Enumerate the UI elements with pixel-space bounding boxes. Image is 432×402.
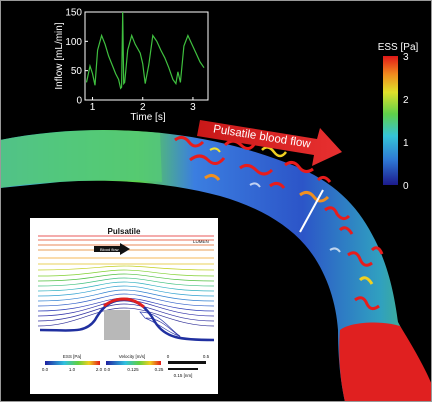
vessel-green-proximal xyxy=(0,130,162,188)
chart-y-tick-label: 0 xyxy=(76,96,82,107)
inset-velocity-legend-bar xyxy=(106,361,161,365)
ess-colorbar: ESS [Pa] 3 2 1 0 xyxy=(378,42,419,192)
inset-scale-bar-top xyxy=(168,361,206,364)
chart-y-ticks: 0 50 100 150 xyxy=(65,8,88,107)
colorbar-gradient xyxy=(383,56,398,185)
inset-velocity-tick-1: 0.125 xyxy=(127,367,139,372)
inset-scale: 0 0.5 0.15 [nm] xyxy=(167,354,210,378)
vessel-body xyxy=(0,130,432,402)
chart-x-tick-label: 3 xyxy=(190,102,196,113)
inset-velocity-tick-0: 0.0 xyxy=(104,367,111,372)
inset-scale-tick-0: 0 xyxy=(167,354,170,359)
chart-y-tick-label: 50 xyxy=(71,66,83,77)
colorbar-title: ESS [Pa] xyxy=(378,42,419,53)
vessel-ess-speckles xyxy=(174,135,384,311)
inflow-chart: 0 50 100 150 1 2 3 Inflow [mL/min] Time [s] xyxy=(54,8,209,123)
chart-y-axis-label: Inflow [mL/min] xyxy=(54,22,65,89)
inset-plaque xyxy=(104,310,130,340)
chart-axes-frame xyxy=(84,11,209,101)
inset-streamlines xyxy=(37,235,215,339)
chart-x-tick-label: 2 xyxy=(140,102,146,113)
chart-y-tick-label: 150 xyxy=(65,8,82,19)
inset-flow-label: Blood flow xyxy=(100,247,119,252)
chart-x-tick-label: 1 xyxy=(90,102,96,113)
vessel-surface xyxy=(0,130,432,402)
inset-velocity-tick-2: 0.25 xyxy=(155,367,164,372)
inset-ess-legend-title: ESS [Pa] xyxy=(63,354,81,359)
inset-title: Pulsatile xyxy=(108,227,141,236)
chart-x-axis-label: Time [s] xyxy=(130,112,165,123)
inset-panel: Pulsatile LUMEN Blo xyxy=(30,218,218,394)
inset-ess-legend-bar xyxy=(45,361,100,365)
chart-y-tick-label: 100 xyxy=(65,37,82,48)
colorbar-tick-0: 0 xyxy=(403,181,409,192)
colorbar-tick-1: 1 xyxy=(403,138,409,149)
inset-scale-bar-label: 0.15 [nm] xyxy=(174,373,193,378)
inset-stenosis-highlight xyxy=(103,297,145,309)
inset-ess-tick-0: 0.0 xyxy=(42,367,49,372)
vessel-red-distal xyxy=(339,322,432,402)
cut-plane-line xyxy=(299,189,324,233)
inset-velocity-legend-title: Velocity [m/s] xyxy=(119,354,146,359)
inset-legend-velocity: Velocity [m/s] 0.0 0.125 0.25 xyxy=(104,354,164,372)
inset-lumen-label: LUMEN xyxy=(193,239,209,244)
inset-ess-tick-2: 2.0 xyxy=(96,367,103,372)
inset-scale-tick-1: 0.5 xyxy=(203,354,210,359)
colorbar-tick-3: 3 xyxy=(403,52,409,63)
inset-legend-ess: ESS [Pa] 0.0 1.0 2.0 xyxy=(42,354,103,372)
flow-arrow-shape xyxy=(197,120,342,166)
inset-ess-tick-1: 1.0 xyxy=(69,367,76,372)
inflow-series-line xyxy=(85,11,205,90)
inset-flow-arrow-shape xyxy=(94,243,130,255)
inset-background xyxy=(30,218,218,394)
colorbar-tick-2: 2 xyxy=(403,95,409,106)
chart-x-ticks: 1 2 3 xyxy=(90,97,196,113)
inset-scale-bar-bottom xyxy=(168,368,198,370)
